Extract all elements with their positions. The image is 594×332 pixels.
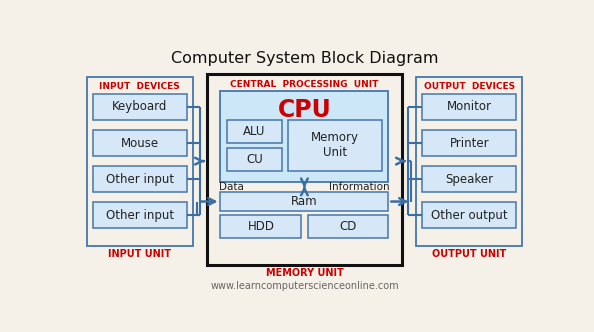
Text: Computer System Block Diagram: Computer System Block Diagram — [170, 50, 438, 66]
Text: HDD: HDD — [248, 220, 274, 233]
Bar — [220, 91, 388, 182]
Bar — [93, 130, 187, 156]
Bar — [308, 214, 388, 238]
Text: INPUT UNIT: INPUT UNIT — [108, 249, 171, 259]
Bar — [422, 130, 516, 156]
Bar — [93, 202, 187, 228]
Text: MEMORY UNIT: MEMORY UNIT — [266, 268, 343, 278]
Text: Keyboard: Keyboard — [112, 100, 168, 113]
Text: INPUT  DEVICES: INPUT DEVICES — [99, 82, 180, 91]
Text: Data: Data — [219, 182, 244, 192]
Bar — [93, 94, 187, 120]
Text: CENTRAL  PROCESSING  UNIT: CENTRAL PROCESSING UNIT — [230, 80, 378, 89]
Text: Speaker: Speaker — [445, 173, 493, 186]
Bar — [227, 148, 282, 171]
Text: OUTPUT UNIT: OUTPUT UNIT — [432, 249, 506, 259]
Text: www.learncomputerscienceonline.com: www.learncomputerscienceonline.com — [210, 281, 399, 291]
Bar — [220, 192, 388, 211]
Text: Other output: Other output — [431, 209, 507, 222]
Bar — [227, 120, 282, 143]
Text: CD: CD — [339, 220, 356, 233]
Text: Ram: Ram — [291, 195, 318, 208]
Text: Mouse: Mouse — [121, 136, 159, 149]
Text: Other input: Other input — [106, 209, 173, 222]
Bar — [220, 214, 301, 238]
Text: Printer: Printer — [450, 136, 489, 149]
Text: Information: Information — [329, 182, 390, 192]
Bar — [288, 120, 382, 171]
Bar — [207, 74, 402, 265]
Bar — [422, 202, 516, 228]
Bar — [93, 166, 187, 192]
Text: Other input: Other input — [106, 173, 173, 186]
Text: Monitor: Monitor — [447, 100, 492, 113]
Text: OUTPUT  DEVICES: OUTPUT DEVICES — [424, 82, 515, 91]
Text: CPU: CPU — [277, 98, 331, 123]
Text: Memory
Unit: Memory Unit — [311, 131, 359, 159]
Bar — [87, 77, 193, 246]
Bar — [422, 166, 516, 192]
Text: ALU: ALU — [243, 125, 266, 138]
Bar — [422, 94, 516, 120]
Bar — [416, 77, 522, 246]
Text: CU: CU — [246, 153, 263, 166]
